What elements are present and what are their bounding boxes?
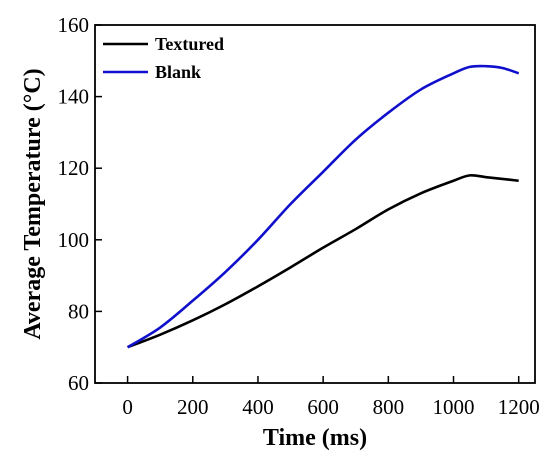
legend-label-blank: Blank	[155, 62, 201, 82]
legend: Textured Blank	[103, 34, 224, 82]
x-tick-label: 0	[122, 395, 133, 419]
series-line-blank	[126, 64, 520, 349]
series-line-textured	[127, 173, 519, 349]
x-tick-label: 200	[177, 395, 209, 419]
x-tick-label: 600	[307, 395, 339, 419]
y-tick-label: 160	[58, 13, 90, 37]
plot-frame	[94, 24, 536, 384]
y-axis-title: Average Temperature (°C)	[20, 68, 46, 339]
y-tick-label: 140	[58, 85, 90, 109]
y-tick-label: 80	[68, 299, 89, 323]
y-tick-label: 120	[58, 156, 90, 180]
axis-ticks: 0 200 400 600 800 1000 1200 60 80 100 120 140 160	[58, 13, 540, 419]
legend-label-textured: Textured	[155, 34, 224, 54]
x-tick-label: 400	[242, 395, 274, 419]
y-tick-label: 60	[68, 371, 89, 395]
y-tick-label: 100	[58, 228, 90, 252]
x-tick-label: 800	[373, 395, 405, 419]
x-tick-label: 1000	[433, 395, 475, 419]
x-axis-title: Time (ms)	[263, 425, 367, 451]
x-tick-label: 1200	[498, 395, 540, 419]
series-lines	[126, 64, 520, 349]
